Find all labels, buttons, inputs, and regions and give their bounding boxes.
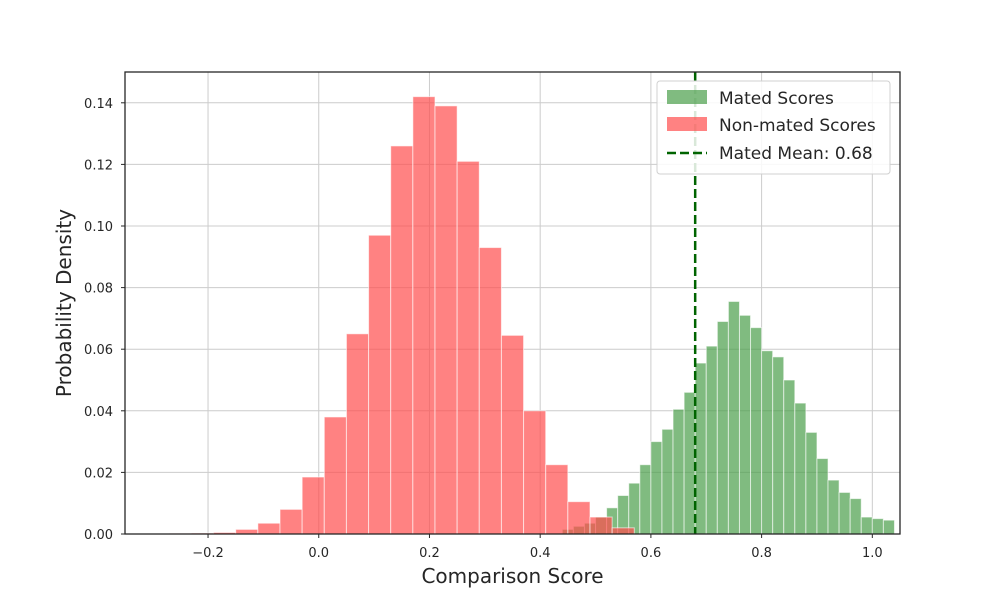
legend: Mated Scores Non-mated Scores Mated Mean…	[656, 80, 891, 175]
histogram-bar	[500, 334, 525, 535]
legend-label-mated-mean: Mated Mean: 0.68	[719, 144, 873, 164]
histogram-bar	[412, 96, 436, 535]
y-tick-label: 0.00	[84, 528, 113, 543]
histogram-bar	[523, 410, 547, 535]
legend-label-mated: Mated Scores	[719, 89, 834, 109]
histogram-bars	[168, 96, 895, 535]
histogram-bar	[805, 431, 818, 535]
histogram-bar	[589, 516, 613, 535]
x-tick-label: −0.2	[192, 546, 224, 561]
histogram-bar	[628, 482, 641, 535]
plot-frame	[124, 71, 901, 535]
histogram-bar	[368, 234, 392, 535]
y-tick-label: 0.04	[84, 405, 113, 420]
histogram-bar	[694, 362, 707, 535]
histogram-bar	[838, 491, 851, 535]
series-non-mated	[168, 96, 635, 535]
histogram-bar	[849, 498, 862, 535]
legend-label-non-mated: Non-mated Scores	[719, 116, 876, 136]
histogram-bar	[456, 160, 480, 535]
histogram-bar	[345, 333, 370, 535]
x-tick-label: 0.8	[751, 546, 772, 561]
series-mated	[561, 300, 895, 535]
histogram-bar	[390, 145, 414, 535]
y-tick-label: 0.14	[84, 97, 113, 112]
histogram-bar	[882, 519, 895, 535]
legend-box	[656, 80, 891, 175]
histogram-bar	[772, 356, 785, 535]
x-tick-label: 0.6	[641, 546, 662, 561]
histogram-bar	[683, 391, 696, 535]
y-tick-label: 0.08	[84, 282, 113, 297]
histogram-bar	[545, 464, 569, 535]
x-tick-label: 1.0	[862, 546, 883, 561]
histogram-bar	[827, 479, 840, 535]
histogram-bar	[567, 501, 591, 535]
histogram-bar	[323, 416, 347, 535]
histogram-bar	[727, 300, 740, 535]
y-tick-label: 0.06	[84, 343, 113, 358]
legend-swatch-non-mated	[667, 117, 707, 131]
x-axis-title: Comparison Score	[421, 564, 603, 588]
x-tick-label: 0.4	[530, 546, 551, 561]
histogram-bar	[639, 464, 652, 535]
y-tick-label: 0.02	[84, 466, 113, 481]
histogram-bar	[738, 314, 752, 535]
x-tick-label: 0.0	[308, 546, 329, 561]
y-axis-title: Probability Density	[52, 209, 76, 397]
x-tick-label: 0.2	[419, 546, 440, 561]
histogram-bar	[816, 458, 829, 535]
histogram-bar	[301, 476, 325, 535]
histogram-bar	[871, 518, 884, 535]
histogram-bar	[611, 527, 635, 535]
histogram-bar	[750, 327, 763, 535]
y-axis-ticks: 0.00 0.02 0.04 0.06 0.08 0.10 0.12 0.14	[84, 97, 125, 543]
x-axis-ticks: −0.2 0.0 0.2 0.4 0.6 0.8 1.0	[192, 534, 883, 561]
histogram-bar	[257, 522, 281, 535]
histogram-bar	[434, 105, 458, 535]
histogram-bar	[235, 528, 259, 535]
histogram-bar	[716, 320, 729, 535]
histogram-bar	[783, 379, 796, 535]
histogram-bar	[794, 402, 807, 535]
histogram-bar	[279, 508, 303, 535]
y-tick-label: 0.10	[84, 220, 113, 235]
histogram-bar	[860, 516, 873, 535]
histogram-bar	[672, 408, 685, 535]
legend-swatch-mated	[667, 90, 707, 104]
histogram-bar	[705, 345, 718, 535]
y-tick-label: 0.12	[84, 158, 113, 173]
histogram-bar	[478, 247, 502, 535]
histogram-bar	[650, 441, 663, 535]
histogram-bar	[661, 428, 674, 535]
histogram-bar	[761, 350, 774, 535]
